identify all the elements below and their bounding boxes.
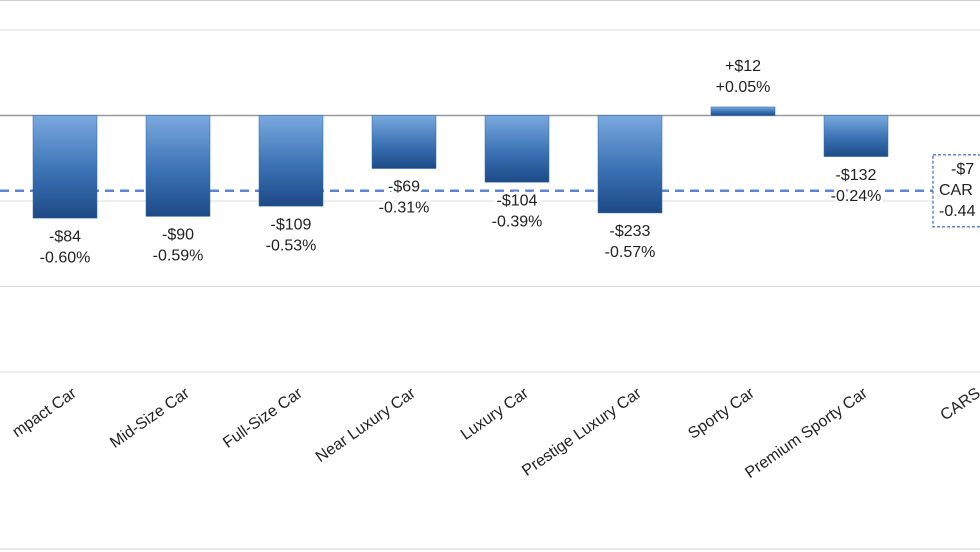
value-label: -0.60% [40, 249, 91, 266]
x-tick-label: Luxury Car [458, 384, 532, 443]
dollar-label: -$90 [162, 227, 194, 244]
dollar-label: -$109 [271, 216, 312, 233]
x-tick-label: Premium Sporty Car [742, 384, 871, 481]
reference-label: -$7 [951, 161, 974, 178]
reference-label: CAR [939, 182, 973, 199]
x-tick-label: Prestige Luxury Car [519, 384, 645, 479]
value-label: -0.39% [492, 213, 543, 230]
value-label: -0.31% [379, 200, 430, 217]
value-label: -0.53% [266, 237, 317, 254]
bar [32, 115, 98, 219]
reference-label-box [932, 153, 980, 228]
dollar-label: -$132 [836, 167, 877, 184]
value-label: +0.05% [716, 79, 771, 96]
bar [710, 106, 776, 116]
value-label: -0.57% [605, 244, 656, 261]
reference-label: -0.44 [939, 203, 976, 220]
bar [258, 115, 324, 207]
bar [145, 115, 211, 217]
x-tick-label: Sporty Car [685, 384, 758, 442]
dollar-label: +$12 [725, 58, 761, 75]
x-tick-label: Mid-Size Car [107, 384, 193, 451]
x-tick-label: Near Luxury Car [313, 384, 419, 466]
value-label: -0.24% [831, 188, 882, 205]
x-tick-label: CARS [938, 385, 980, 424]
bar [371, 115, 437, 169]
bar [823, 115, 889, 157]
dollar-label: -$104 [497, 192, 538, 209]
dollar-label: -$233 [610, 223, 651, 240]
bar [597, 115, 663, 214]
x-tick-label: Full-Size Car [220, 384, 306, 451]
value-label: -0.59% [153, 248, 204, 265]
bar [484, 115, 550, 183]
dollar-label: -$69 [388, 179, 420, 196]
dollar-label: -$84 [49, 228, 81, 245]
x-tick-label: mpact Car [10, 384, 81, 441]
